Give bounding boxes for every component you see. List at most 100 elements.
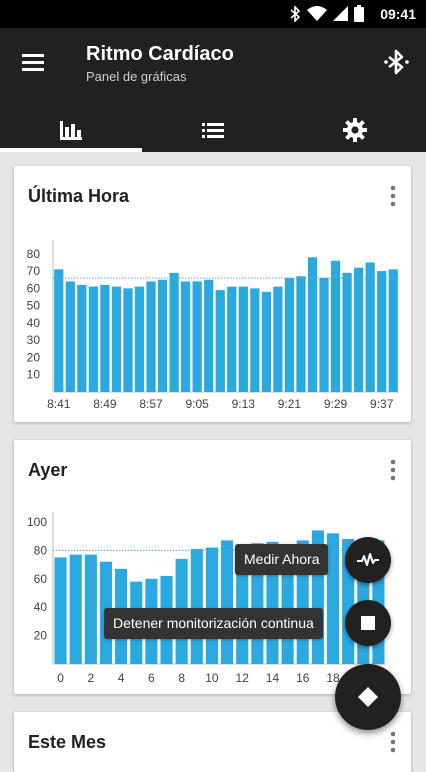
more-vert-icon <box>390 731 396 753</box>
bar <box>330 260 341 392</box>
bar <box>100 284 110 392</box>
bar <box>261 291 271 392</box>
tab-charts[interactable] <box>0 108 142 152</box>
stop-icon <box>361 616 375 630</box>
chart-last-hour: 10 20 30 40 50 60 70 80 8:41 8:49 8:57 9:05 9:13 9:21… <box>27 240 399 411</box>
y-tick-label: 50 <box>27 299 41 313</box>
x-tick-label: 0 <box>57 671 64 685</box>
bar <box>181 281 191 392</box>
bar <box>123 288 133 392</box>
bluetooth-icon <box>290 5 301 22</box>
y-tick-label: 60 <box>34 572 48 586</box>
bar <box>54 269 64 392</box>
bar <box>284 278 295 392</box>
hamburger-icon <box>22 54 44 71</box>
bar <box>215 290 225 392</box>
settings-icon <box>343 118 367 142</box>
x-tick-label: 8 <box>178 671 185 685</box>
x-tick-label: 18 <box>326 671 340 685</box>
app-bar: Ritmo Cardíaco Panel de gráficas <box>0 28 426 152</box>
bar <box>169 272 179 392</box>
x-tick-label: 14 <box>266 671 280 685</box>
card-menu-button[interactable] <box>389 458 397 482</box>
x-tick-label: 6 <box>148 671 155 685</box>
y-tick-label: 40 <box>34 600 48 614</box>
x-tick-label: 10 <box>205 671 219 685</box>
bluetooth-searching-icon <box>384 49 409 75</box>
signal-icon <box>333 6 348 21</box>
y-tick-label: 40 <box>27 316 41 330</box>
bar <box>190 548 203 664</box>
bar <box>354 267 364 392</box>
bluetooth-button[interactable] <box>380 46 414 80</box>
bar <box>134 286 145 392</box>
status-time: 09:41 <box>380 6 416 22</box>
bar <box>54 557 67 664</box>
stop-monitoring-label[interactable]: Detener monitorización continua <box>104 608 323 639</box>
tab-indicator <box>0 148 142 152</box>
bar <box>84 554 97 664</box>
y-tick-label: 20 <box>34 629 48 643</box>
x-tick-label: 12 <box>236 671 250 685</box>
x-tick-label: 9:13 <box>232 397 256 411</box>
bar <box>77 284 87 392</box>
card-last-hour: Última Hora 10 20 30 40 50 60 70 80 8:41 8:49 8:57… <box>14 166 411 422</box>
app-subtitle: Panel de gráficas <box>86 69 187 84</box>
bar <box>227 286 237 392</box>
bar <box>238 286 248 392</box>
bar <box>221 540 234 664</box>
bar <box>319 278 329 392</box>
app-title: Ritmo Cardíaco <box>86 43 234 65</box>
y-tick-label: 100 <box>27 515 47 529</box>
x-tick-label: 8:49 <box>93 397 117 411</box>
measure-now-button[interactable] <box>345 537 391 583</box>
x-tick-label: 4 <box>118 671 125 685</box>
bar <box>377 271 387 392</box>
bar <box>326 533 340 664</box>
y-tick-label: 10 <box>27 368 41 382</box>
more-vert-icon <box>390 459 396 481</box>
bar <box>296 276 306 392</box>
tab-list[interactable] <box>142 108 284 152</box>
x-tick-label: 9:37 <box>370 397 394 411</box>
bar <box>192 281 202 392</box>
bar <box>342 272 352 392</box>
x-tick-label: 9:29 <box>324 397 348 411</box>
status-bar: 09:41 <box>0 0 426 28</box>
bar <box>157 279 168 392</box>
y-tick-label: 80 <box>34 543 48 557</box>
menu-button[interactable] <box>18 48 48 78</box>
card-title: Última Hora <box>28 186 130 206</box>
stop-monitoring-button[interactable] <box>345 600 391 646</box>
card-menu-button[interactable] <box>389 184 397 208</box>
bar <box>146 281 156 392</box>
y-tick-label: 80 <box>27 247 41 261</box>
card-title: Ayer <box>28 460 68 480</box>
x-tick-label: 16 <box>296 671 310 685</box>
card-menu-button[interactable] <box>389 730 397 754</box>
diamond-icon <box>358 687 378 707</box>
y-tick-label: 60 <box>27 281 41 295</box>
y-tick-label: 20 <box>27 350 41 364</box>
tab-settings[interactable] <box>284 108 426 152</box>
x-tick-label: 2 <box>87 671 94 685</box>
heart-pulse-icon <box>357 553 379 566</box>
x-tick-label: 9:05 <box>185 397 209 411</box>
status-icons <box>290 5 364 22</box>
y-tick-label: 70 <box>27 264 41 278</box>
bar <box>388 269 398 392</box>
bar <box>250 288 260 392</box>
bar <box>65 281 75 392</box>
bar <box>111 286 122 392</box>
bar <box>273 286 283 392</box>
y-tick-label: 30 <box>27 333 41 347</box>
x-tick-label: 9:21 <box>278 397 302 411</box>
x-tick-label: 8:57 <box>139 397 163 411</box>
wifi-icon <box>307 6 327 21</box>
bar <box>205 547 218 664</box>
measure-now-label[interactable]: Medir Ahora <box>235 544 329 575</box>
card-title: Este Mes <box>28 732 107 752</box>
list-icon <box>202 123 224 138</box>
bar <box>307 257 318 392</box>
fab-menu-button[interactable] <box>335 664 401 730</box>
